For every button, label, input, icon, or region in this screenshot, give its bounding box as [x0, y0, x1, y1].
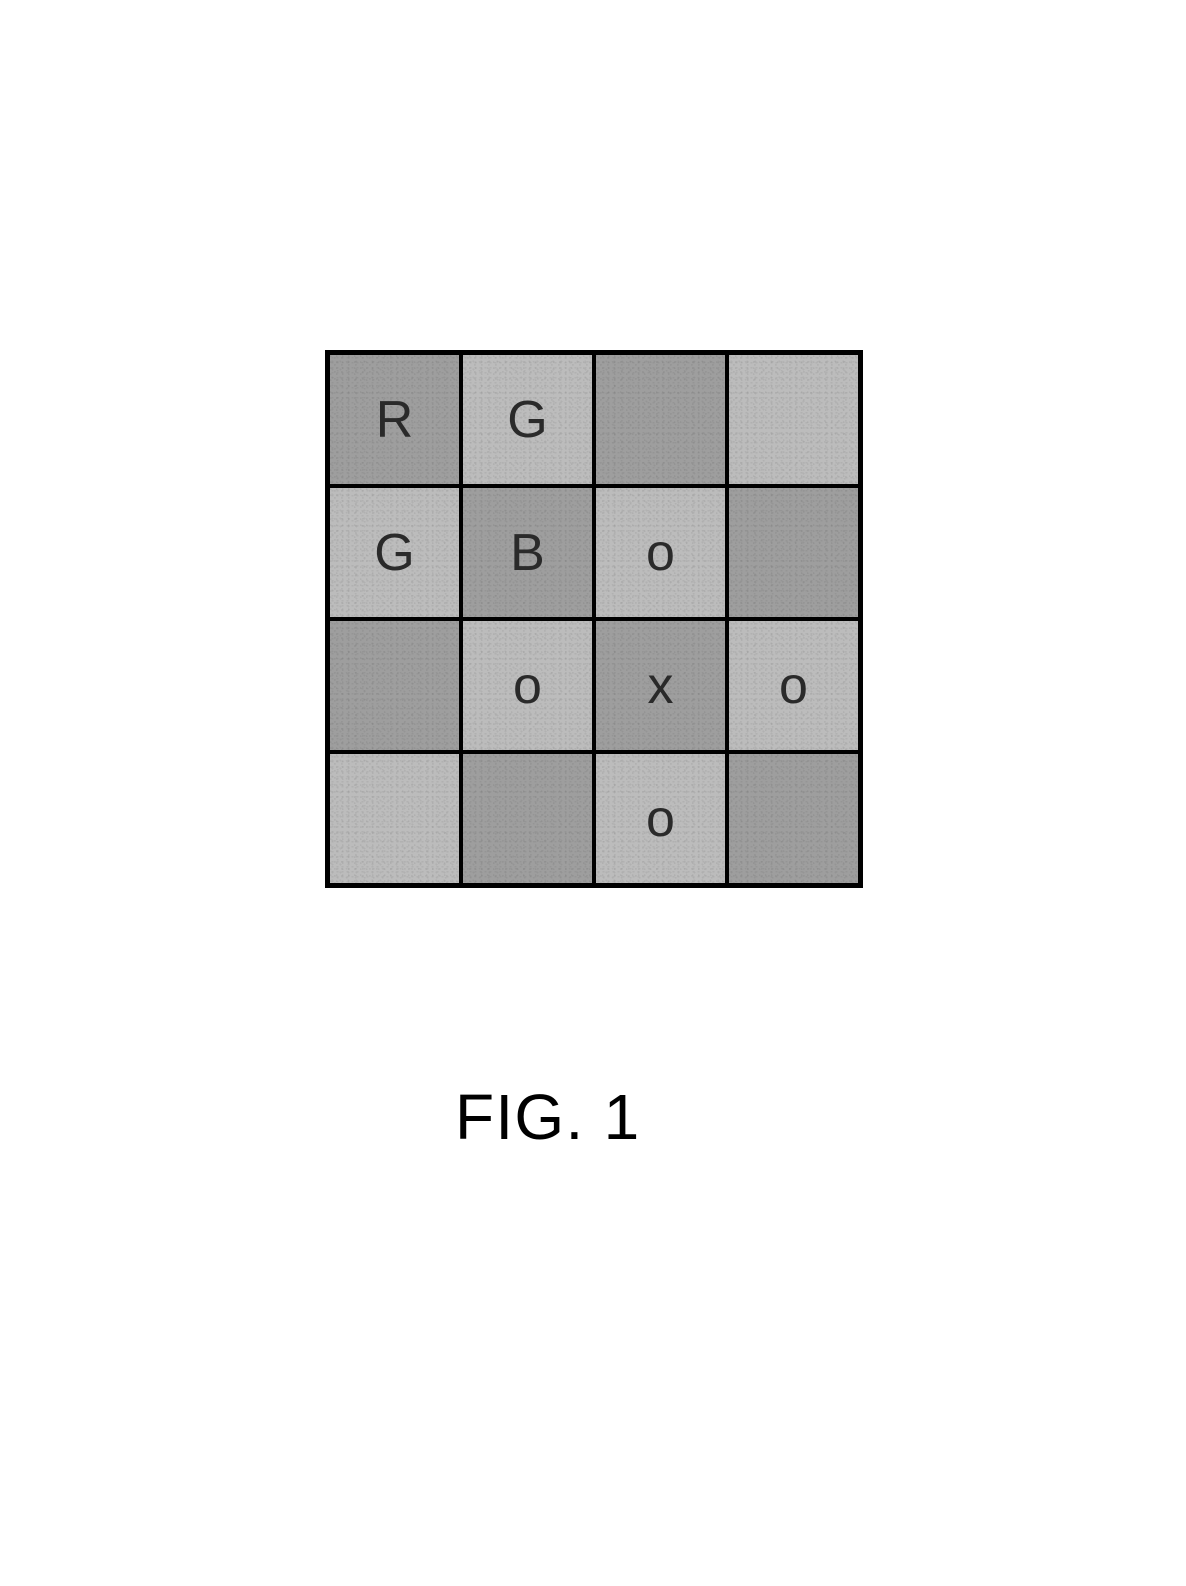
- cell-texture: [729, 488, 858, 617]
- cell-label: B: [510, 523, 545, 583]
- grid-cell: [727, 752, 860, 885]
- grid-cell: [727, 353, 860, 486]
- cell-texture: [596, 355, 725, 484]
- grid-cell: [328, 619, 461, 752]
- grid-cell: x: [594, 619, 727, 752]
- cell-texture: [330, 754, 459, 883]
- cell-texture: [729, 754, 858, 883]
- cell-label: x: [648, 656, 674, 716]
- grid-cell: o: [461, 619, 594, 752]
- cell-label: R: [376, 390, 414, 450]
- cell-label: o: [513, 656, 542, 716]
- cell-label: o: [646, 523, 675, 583]
- cell-label: G: [374, 523, 414, 583]
- cell-label: o: [646, 789, 675, 849]
- grid-cell: o: [594, 752, 727, 885]
- figure-caption: FIG. 1: [455, 1080, 641, 1154]
- grid-cell: G: [328, 486, 461, 619]
- grid-cell: R: [328, 353, 461, 486]
- grid-cell: B: [461, 486, 594, 619]
- grid-cell: [328, 752, 461, 885]
- bayer-grid: R G G Bo o x o o: [325, 350, 863, 888]
- grid-cell: [461, 752, 594, 885]
- cell-label: G: [507, 390, 547, 450]
- bayer-grid-wrap: R G G Bo o x o o: [325, 350, 863, 888]
- grid-cell: G: [461, 353, 594, 486]
- cell-texture: [463, 754, 592, 883]
- grid-cell: [594, 353, 727, 486]
- cell-texture: [729, 355, 858, 484]
- grid-cell: o: [727, 619, 860, 752]
- grid-cell: [727, 486, 860, 619]
- cell-label: o: [779, 656, 808, 716]
- grid-cell: o: [594, 486, 727, 619]
- cell-texture: [330, 621, 459, 750]
